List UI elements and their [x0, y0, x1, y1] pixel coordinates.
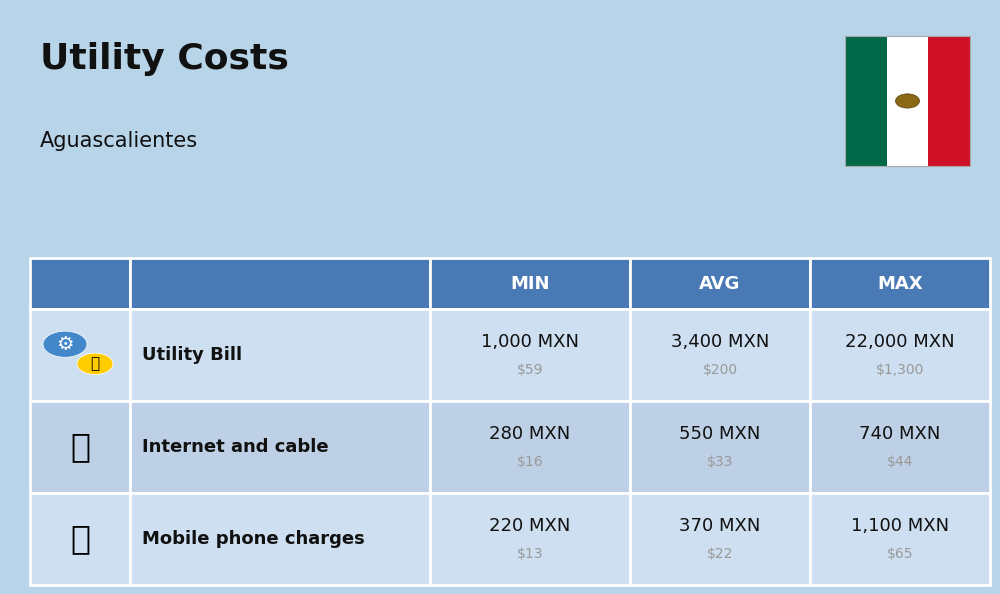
Text: $13: $13 [517, 547, 543, 561]
Text: 1,000 MXN: 1,000 MXN [481, 333, 579, 351]
Text: Aguascalientes: Aguascalientes [40, 131, 198, 151]
Bar [430, 309, 630, 401]
Text: $16: $16 [517, 455, 543, 469]
Bar [845, 36, 970, 166]
Text: 📡: 📡 [70, 431, 90, 463]
Bar [845, 36, 887, 166]
Bar [630, 493, 810, 585]
Bar [30, 493, 130, 585]
Bar [810, 258, 990, 309]
Text: $33: $33 [707, 455, 733, 469]
Text: Utility Costs: Utility Costs [40, 42, 289, 75]
Text: MIN: MIN [510, 274, 550, 293]
Bar [810, 401, 990, 493]
Text: 22,000 MXN: 22,000 MXN [845, 333, 955, 351]
Text: $59: $59 [517, 363, 543, 377]
Text: Utility Bill: Utility Bill [142, 346, 242, 364]
Bar [430, 258, 630, 309]
Text: 740 MXN: 740 MXN [859, 425, 941, 443]
Text: $1,300: $1,300 [876, 363, 924, 377]
Text: Internet and cable: Internet and cable [142, 438, 329, 456]
Bar [130, 309, 430, 401]
Bar [30, 258, 130, 309]
Text: ⚙: ⚙ [56, 335, 74, 353]
Text: 3,400 MXN: 3,400 MXN [671, 333, 769, 351]
Text: Mobile phone charges: Mobile phone charges [142, 530, 365, 548]
Text: MAX: MAX [877, 274, 923, 293]
Text: 280 MXN: 280 MXN [489, 425, 571, 443]
Bar [810, 309, 990, 401]
Circle shape [77, 353, 113, 375]
Bar [430, 493, 630, 585]
Bar [130, 401, 430, 493]
Circle shape [43, 331, 87, 358]
Bar [430, 401, 630, 493]
Bar [130, 493, 430, 585]
Bar [630, 309, 810, 401]
Text: $200: $200 [702, 363, 738, 377]
Text: AVG: AVG [699, 274, 741, 293]
Circle shape [896, 94, 920, 108]
Text: 220 MXN: 220 MXN [489, 517, 571, 535]
Text: $44: $44 [887, 455, 913, 469]
Bar [630, 258, 810, 309]
Bar [887, 36, 928, 166]
Text: 📱: 📱 [70, 523, 90, 555]
Bar [30, 401, 130, 493]
Text: $65: $65 [887, 547, 913, 561]
Bar [130, 258, 430, 309]
Text: 🔌: 🔌 [90, 356, 100, 371]
Text: 1,100 MXN: 1,100 MXN [851, 517, 949, 535]
Bar [630, 401, 810, 493]
Text: 370 MXN: 370 MXN [679, 517, 761, 535]
Text: $22: $22 [707, 547, 733, 561]
Bar [928, 36, 970, 166]
Bar [30, 309, 130, 401]
Bar [810, 493, 990, 585]
Text: 550 MXN: 550 MXN [679, 425, 761, 443]
